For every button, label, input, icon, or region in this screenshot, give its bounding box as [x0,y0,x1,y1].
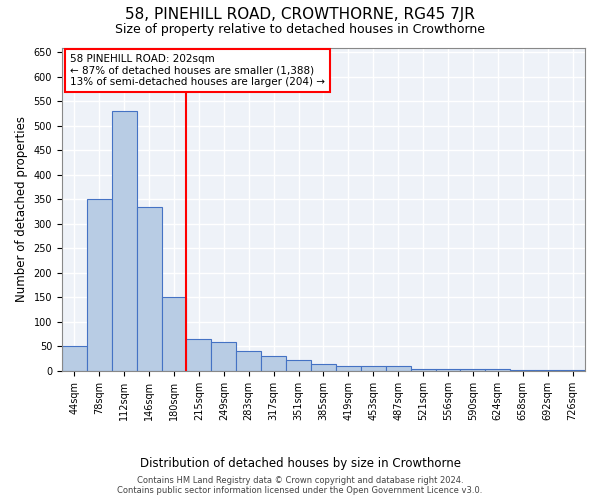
Bar [410,370,436,371]
Bar [161,298,187,371]
Bar [560,370,585,371]
Bar [510,370,535,371]
Bar [460,370,485,371]
Text: 58 PINEHILL ROAD: 202sqm
← 87% of detached houses are smaller (1,388)
13% of sem: 58 PINEHILL ROAD: 202sqm ← 87% of detach… [70,54,325,87]
Bar [485,370,510,371]
Bar [137,207,161,371]
Bar [236,352,261,371]
Bar [211,342,236,371]
Bar [436,370,460,371]
Bar [187,339,211,371]
Bar [386,366,410,371]
Bar [62,346,87,371]
Text: Contains HM Land Registry data © Crown copyright and database right 2024.
Contai: Contains HM Land Registry data © Crown c… [118,476,482,495]
Bar [336,366,361,371]
Bar [112,111,137,371]
Bar [535,370,560,371]
Bar [261,356,286,371]
Text: 58, PINEHILL ROAD, CROWTHORNE, RG45 7JR: 58, PINEHILL ROAD, CROWTHORNE, RG45 7JR [125,8,475,22]
Bar [286,360,311,371]
Y-axis label: Number of detached properties: Number of detached properties [15,116,28,302]
Bar [87,200,112,371]
Bar [361,366,386,371]
Bar [311,364,336,371]
Text: Size of property relative to detached houses in Crowthorne: Size of property relative to detached ho… [115,22,485,36]
Text: Distribution of detached houses by size in Crowthorne: Distribution of detached houses by size … [139,458,461,470]
